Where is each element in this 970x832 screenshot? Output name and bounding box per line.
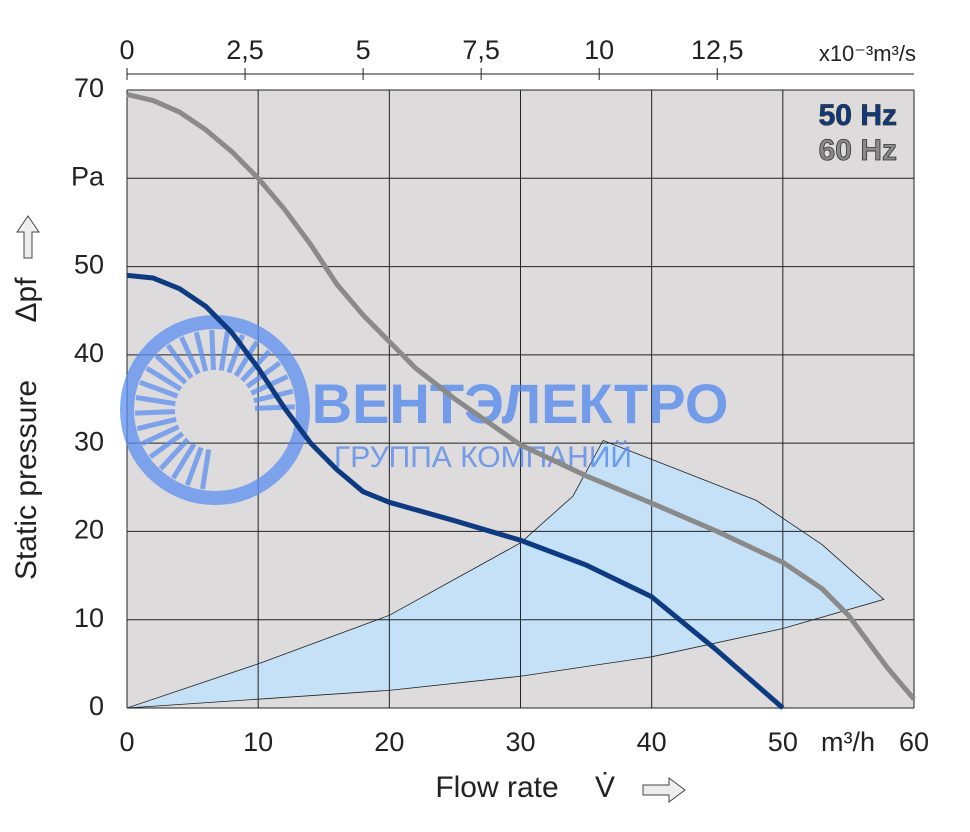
logo-ray: [193, 331, 209, 372]
y-axis-label: Static pressure: [10, 380, 43, 580]
x2-unit: x10⁻³m³/s: [819, 41, 916, 66]
logo-ray: [209, 329, 216, 371]
logo-ray: [158, 437, 190, 471]
watermark-title: ВЕНТЭЛЕКТРО: [312, 372, 729, 435]
logo-ray: [200, 449, 212, 490]
y-tick-label: 10: [74, 603, 104, 633]
x2-tick-label: 5: [356, 35, 371, 65]
logo-ray: [145, 366, 183, 392]
x-tick-label: 40: [637, 727, 667, 757]
x2-tick-label: 2,5: [226, 35, 264, 65]
logo-ray: [165, 343, 194, 380]
logo-ray: [254, 404, 296, 411]
y-tick-label: 40: [74, 338, 104, 368]
x-tick-label: 10: [243, 727, 273, 757]
y-axis-symbol: Δpf: [10, 277, 43, 323]
watermark-subtitle: ГРУППА КОМПАНИЙ: [334, 440, 632, 474]
x-arrow: [642, 777, 686, 803]
series-line: [126, 272, 785, 710]
y-tick-label: 30: [74, 426, 104, 456]
x-axis-label: Flow rate: [435, 771, 558, 804]
x-tick-label: 30: [505, 727, 535, 757]
x-unit: m³/h: [821, 727, 875, 757]
legend-entry: 60 Hz: [819, 134, 897, 167]
logo-ray: [218, 330, 230, 371]
logo-ray: [253, 388, 294, 404]
x2-tick-label: 0: [119, 35, 134, 65]
y-tick-label: 50: [74, 250, 104, 280]
x-tick-label: 50: [768, 727, 798, 757]
x2-tick-label: 10: [584, 35, 614, 65]
logo-ray: [179, 336, 201, 375]
logo-ray: [148, 431, 185, 460]
logo-ray: [154, 353, 188, 385]
operating-area: [126, 439, 885, 709]
logo-ray: [139, 379, 179, 399]
x2-tick-label: 7,5: [462, 35, 500, 65]
logo-ray: [233, 340, 259, 378]
logo-ray: [136, 416, 177, 432]
y-tick-label: 0: [89, 691, 104, 721]
x-axis-symbol: V̇: [595, 771, 615, 804]
y-arrow: [16, 215, 40, 259]
x-tick-label: 60: [899, 727, 929, 757]
y-tick-label: Pa: [71, 161, 105, 191]
logo-ray: [184, 446, 204, 486]
x-tick-label: 0: [119, 727, 134, 757]
logo-ray: [141, 424, 180, 446]
x-tick-label: 20: [374, 727, 404, 757]
watermark: ВЕНТЭЛЕКТРО ГРУППА КОМПАНИЙ: [120, 315, 729, 505]
y-tick-label: 70: [74, 73, 104, 103]
y-label-group: Static pressure Δpf: [10, 215, 43, 580]
logo-ray: [134, 409, 176, 416]
x2-tick-label: 12,5: [691, 35, 744, 65]
logo-ray: [171, 442, 197, 480]
legend-entry: 50 Hz: [819, 99, 897, 132]
logo-ring: [120, 315, 310, 505]
logo-ray: [135, 395, 176, 407]
series-line: [126, 91, 916, 701]
y-tick-label: 20: [74, 515, 104, 545]
